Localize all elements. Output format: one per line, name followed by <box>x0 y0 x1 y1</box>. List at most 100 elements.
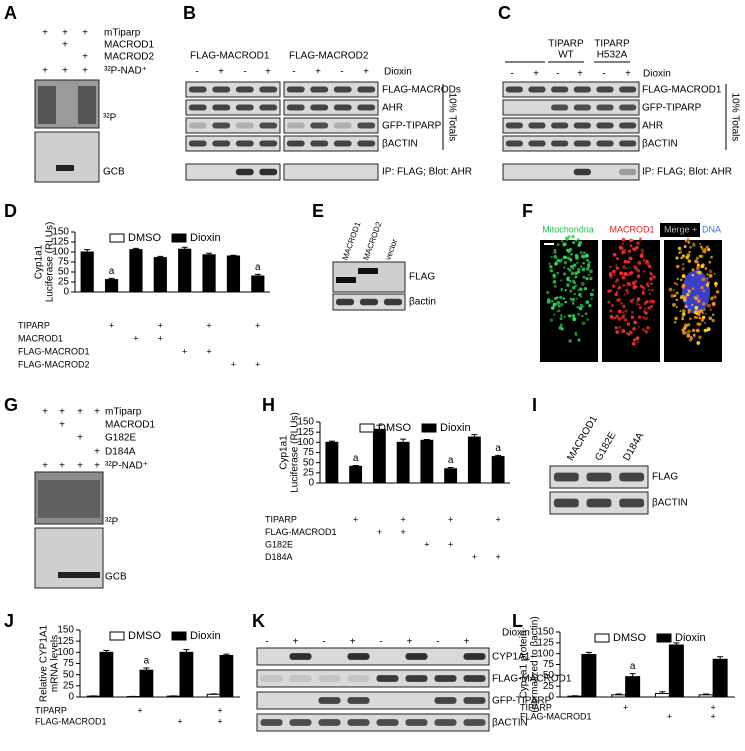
panel-letter: F <box>522 201 533 221</box>
label: + <box>217 716 222 726</box>
band <box>573 140 591 147</box>
speckle <box>583 286 588 291</box>
error-bar <box>659 691 666 694</box>
speckle <box>577 243 581 247</box>
band <box>551 122 569 129</box>
label: + <box>350 637 356 648</box>
speckle <box>629 244 633 248</box>
speckle <box>558 326 563 330</box>
speckle <box>682 298 687 302</box>
speckle <box>694 296 698 300</box>
blot <box>185 117 281 134</box>
speckle <box>562 242 566 246</box>
band <box>434 697 457 704</box>
speckle <box>585 277 589 281</box>
speckle <box>564 300 568 304</box>
speckle <box>627 249 632 253</box>
speckle <box>556 271 560 275</box>
label: + <box>448 539 453 549</box>
band <box>212 122 231 129</box>
speckle <box>627 260 631 264</box>
error-bar <box>183 649 190 653</box>
speckle <box>714 281 718 285</box>
label: + <box>464 637 470 648</box>
band <box>289 719 312 726</box>
label: 50 <box>58 267 70 278</box>
bar <box>467 436 481 484</box>
label: Mitochondria <box>542 224 594 234</box>
speckle <box>681 274 686 279</box>
label: + <box>94 407 100 418</box>
speckle <box>631 281 636 286</box>
label: + <box>495 552 500 562</box>
speckle <box>646 326 650 330</box>
speckle <box>698 316 702 320</box>
blot <box>256 647 490 666</box>
band <box>619 122 637 129</box>
speckle <box>623 272 628 276</box>
label: TIPARP <box>594 39 630 50</box>
speckle <box>675 298 679 302</box>
speckle <box>557 309 561 313</box>
speckle <box>568 268 572 272</box>
speckle <box>679 309 682 312</box>
speckle <box>686 237 690 241</box>
speckle <box>673 294 677 297</box>
label: MACROD1 <box>18 333 63 343</box>
speckle <box>552 279 557 284</box>
band <box>310 86 329 93</box>
label: 150 <box>57 625 74 636</box>
speckle <box>691 268 695 272</box>
speckle <box>567 235 571 239</box>
blot <box>283 163 379 181</box>
label: + <box>77 407 83 418</box>
speckle <box>617 257 620 260</box>
speckle <box>668 287 673 292</box>
speckle <box>708 269 713 274</box>
blot <box>185 81 281 98</box>
error-bar <box>84 249 91 252</box>
error-bar <box>103 650 110 653</box>
label: + <box>42 66 48 77</box>
speckle <box>689 246 692 249</box>
label: GCB <box>105 572 127 583</box>
label: + <box>158 320 163 330</box>
error-bar <box>328 440 335 443</box>
speckle <box>589 276 593 281</box>
legend-swatch <box>421 423 437 433</box>
speckle <box>684 304 688 309</box>
blot <box>256 713 490 732</box>
label: 150 <box>52 227 69 238</box>
speckle <box>615 330 619 334</box>
label: + <box>77 461 83 472</box>
band <box>505 122 523 129</box>
label: βACTIN <box>382 139 418 150</box>
speckle <box>685 331 690 335</box>
speckle <box>698 335 702 340</box>
band <box>405 675 428 682</box>
band <box>376 675 399 682</box>
band <box>357 122 376 129</box>
label: WT <box>558 50 574 61</box>
speckle <box>626 322 631 326</box>
blot <box>502 81 640 98</box>
band <box>259 86 278 93</box>
label: + <box>77 433 83 444</box>
band <box>259 140 278 147</box>
band <box>357 104 376 111</box>
label: DMSO <box>128 630 161 642</box>
blot <box>502 99 640 116</box>
bar <box>372 428 386 484</box>
band <box>551 86 569 93</box>
panel-letter: H <box>262 395 275 415</box>
label: FLAG-MACROD1 <box>642 85 722 96</box>
speckle <box>703 308 706 311</box>
speckle <box>673 282 677 285</box>
speckle <box>568 314 572 318</box>
speckle <box>682 330 687 335</box>
speckle <box>676 264 680 269</box>
band <box>212 104 231 111</box>
bar <box>654 693 670 698</box>
band <box>333 122 352 129</box>
band <box>235 122 254 129</box>
